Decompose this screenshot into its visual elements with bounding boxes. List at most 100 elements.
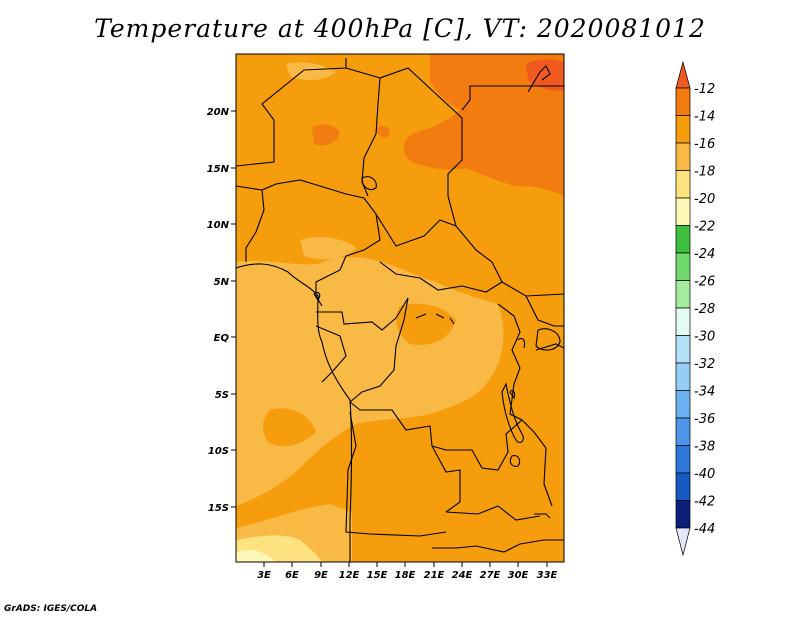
border-car-south — [379, 261, 503, 293]
lat-label-5n: 5N — [214, 277, 230, 288]
colorbar-seg-40-42 — [675, 472, 691, 501]
field-region-ne-spot — [312, 124, 340, 146]
map-title: Temperature at 400hPa [C], VT: 202008101… — [94, 14, 706, 43]
colorbar-label-24: -24 — [694, 247, 715, 262]
colorbar-seg-28-30 — [675, 307, 691, 336]
colorbar-seg-38-40 — [675, 445, 691, 474]
latitude-axis: 20N 15N 10N 5N EQ 5S 10S 15S — [207, 107, 236, 514]
lon-label-12e: 12E — [339, 570, 360, 581]
colorbar-seg-12-14 — [675, 87, 691, 116]
field-region-sw-3 — [236, 550, 276, 562]
grads-credit: GrADS: IGES/COLA — [4, 604, 98, 614]
border-chad-east — [379, 67, 463, 227]
lon-label-3e: 3E — [257, 570, 271, 581]
field-region-nw-spot — [376, 126, 390, 138]
lon-label-6e: 6E — [285, 570, 299, 581]
colorbar-seg-34-36 — [675, 390, 691, 419]
colorbar-labels: -12 -14 -16 -18 -20 -22 -24 -26 -28 -30 … — [694, 82, 715, 537]
colorbar-label-28: -28 — [694, 302, 715, 317]
border-angola — [349, 401, 461, 513]
colorbar-seg-30-32 — [675, 335, 691, 364]
border-zambia — [431, 419, 523, 471]
lake-chad — [361, 176, 377, 191]
lake-kivu — [509, 389, 516, 400]
longitude-axis: 3E 6E 9E 12E 15E 18E 21E 24E 27E 30E 33E — [257, 562, 558, 581]
lat-label-10n: 10N — [207, 220, 230, 231]
border-car — [375, 213, 457, 247]
colorbar-seg-26-28 — [675, 280, 691, 309]
lon-label-18e: 18E — [395, 570, 416, 581]
lake-mweru — [509, 455, 521, 467]
river-congo — [415, 313, 455, 325]
colorbar-label-30: -30 — [694, 330, 715, 345]
lon-label-21e: 21E — [424, 570, 445, 581]
border-sudan-south — [455, 225, 564, 297]
border-kenya — [535, 343, 564, 351]
border-south — [432, 539, 564, 553]
border-west-small — [245, 189, 265, 262]
field-region-north-light — [300, 237, 356, 260]
field-region-hotspot — [526, 59, 564, 91]
colorbar-seg-42-44 — [675, 500, 691, 529]
lon-label-9e: 9E — [314, 570, 328, 581]
colorbar — [675, 60, 691, 557]
lake-tanganyika — [501, 382, 524, 443]
border-nigeria — [236, 179, 381, 257]
colorbar-label-40: -40 — [694, 467, 715, 482]
lat-label-5s: 5S — [215, 390, 229, 401]
lon-label-33e: 33E — [537, 570, 558, 581]
lon-label-24e: 24E — [452, 570, 473, 581]
border-zambia-2 — [445, 505, 541, 521]
colorbar-seg-18-20 — [675, 170, 691, 199]
lat-label-20n: 20N — [207, 107, 230, 118]
colorbar-label-12: -12 — [694, 82, 715, 97]
border-gabon — [315, 325, 347, 383]
lat-label-15n: 15N — [207, 164, 230, 175]
colorbar-seg-32-34 — [675, 362, 691, 391]
colorbar-label-36: -36 — [694, 412, 715, 427]
colorbar-label-32: -32 — [694, 357, 715, 372]
lat-label-10s: 10S — [208, 446, 229, 457]
coastline-west — [236, 263, 353, 562]
colorbar-label-38: -38 — [694, 440, 715, 455]
colorbar-label-16: -16 — [694, 137, 715, 152]
border-sudan-north — [461, 85, 564, 111]
lake-malawi — [534, 513, 551, 519]
colorbar-label-22: -22 — [694, 220, 715, 235]
bioko-island — [313, 291, 321, 301]
colorbar-label-34: -34 — [694, 385, 715, 400]
colorbar-seg-16-18 — [675, 142, 691, 171]
lon-label-15e: 15E — [367, 570, 388, 581]
lon-label-30e: 30E — [508, 570, 529, 581]
border-congo — [316, 297, 409, 331]
temperature-field — [236, 54, 564, 562]
colorbar-label-26: -26 — [694, 275, 715, 290]
lake-victoria — [535, 328, 561, 351]
field-region-central-deep — [395, 303, 456, 345]
colorbar-seg-20-22 — [675, 197, 691, 226]
colorbar-seg-above-12 — [675, 60, 691, 89]
border-angola-2 — [345, 411, 447, 537]
red-sea-coast — [527, 65, 551, 93]
lat-label-eq: EQ — [214, 333, 230, 344]
colorbar-label-18: -18 — [694, 165, 715, 180]
colorbar-label-42: -42 — [694, 495, 715, 510]
border-uganda — [525, 295, 564, 327]
map-frame — [235, 53, 565, 563]
country-borders — [236, 58, 564, 562]
lon-label-27e: 27E — [480, 570, 501, 581]
border-east — [497, 303, 553, 507]
lake-albert — [517, 337, 526, 349]
colorbar-seg-24-26 — [675, 252, 691, 281]
field-region-west-deep — [262, 408, 316, 447]
colorbar-label-14: -14 — [694, 110, 715, 125]
field-region-n-light — [286, 62, 336, 81]
colorbar-label-44: -44 — [694, 522, 715, 537]
field-region-ne-warm — [403, 54, 564, 196]
colorbar-seg-below-44 — [675, 527, 691, 557]
border-congo-2 — [349, 297, 409, 403]
colorbar-label-20: -20 — [694, 192, 715, 207]
colorbar-seg-14-16 — [675, 115, 691, 144]
colorbar-seg-22-24 — [675, 225, 691, 254]
